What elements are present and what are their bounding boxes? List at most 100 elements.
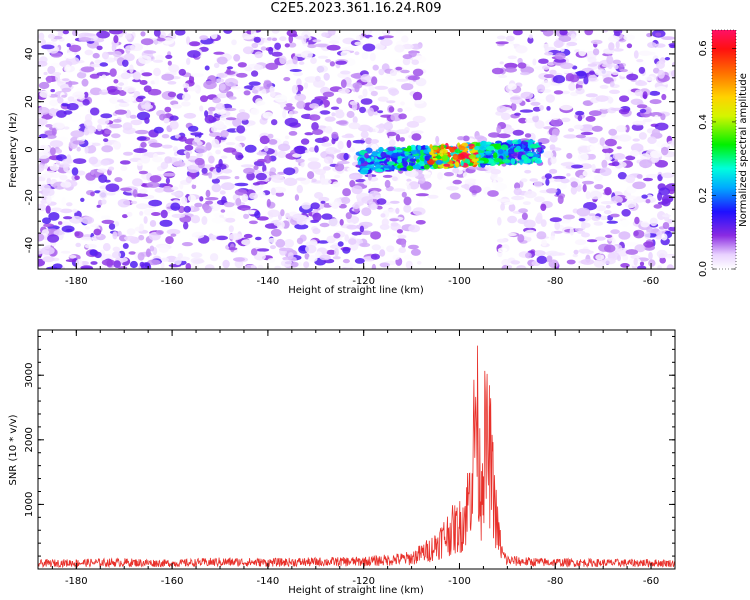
heatmap-cell xyxy=(40,246,55,255)
heatmap-cell xyxy=(138,188,148,194)
heatmap-cell xyxy=(475,154,480,158)
heatmap-cell xyxy=(524,30,531,36)
heatmap-cell xyxy=(569,227,574,236)
heatmap-cell xyxy=(401,83,414,91)
heatmap-cell xyxy=(524,133,532,138)
heatmap-cell xyxy=(526,113,539,117)
heatmap-cell xyxy=(362,43,376,52)
heatmap-cell xyxy=(257,264,264,269)
heatmap-cell xyxy=(504,67,517,73)
heatmap-cell xyxy=(637,265,647,269)
heatmap-cell xyxy=(307,161,321,170)
heatmap-cell xyxy=(138,234,145,241)
heatmap-cell xyxy=(401,239,406,248)
heatmap-cell xyxy=(109,30,123,35)
heatmap-cell xyxy=(216,56,228,65)
y-tick-label: 20 xyxy=(24,95,35,108)
heatmap-cell xyxy=(132,71,141,81)
heatmap-cell xyxy=(341,134,355,139)
heatmap-cell xyxy=(331,201,340,209)
heatmap-cell xyxy=(432,157,438,161)
heatmap-cell xyxy=(345,212,352,220)
heatmap-cell xyxy=(234,182,249,187)
heatmap-cell xyxy=(661,146,669,156)
heatmap-cell xyxy=(244,244,254,251)
spectrogram-ticks: -180 -160 -140 -120 -100 -80 -60 -40 -20 0 20 40 xyxy=(24,29,676,287)
heatmap-cell xyxy=(92,52,100,59)
heatmap-cell xyxy=(401,191,407,198)
heatmap-cell xyxy=(529,143,539,149)
heatmap-cell xyxy=(112,246,121,252)
heatmap-cell xyxy=(359,106,366,114)
heatmap-cell xyxy=(170,186,179,191)
heatmap-cell xyxy=(343,152,349,161)
colorbar-ticks: 0.0 0.2 0.4 0.6 xyxy=(698,40,736,277)
heatmap-cell xyxy=(562,214,575,220)
heatmap-cell xyxy=(287,99,299,103)
heatmap-cell xyxy=(59,208,73,214)
heatmap-cell xyxy=(283,177,298,186)
heatmap-cell xyxy=(267,209,280,218)
heatmap-cell xyxy=(656,249,668,259)
heatmap-cell xyxy=(527,139,534,144)
heatmap-cell xyxy=(391,176,398,182)
x-tick-label: -140 xyxy=(257,276,280,287)
heatmap-cell xyxy=(491,67,504,75)
heatmap-cell xyxy=(274,94,288,103)
heatmap-cell xyxy=(117,230,122,237)
heatmap-cell xyxy=(532,106,541,112)
heatmap-cell xyxy=(124,33,132,40)
heatmap-cell xyxy=(626,73,639,81)
heatmap-cell xyxy=(325,147,338,155)
heatmap-cell xyxy=(45,124,53,128)
heatmap-cell xyxy=(72,30,79,36)
heatmap-cell xyxy=(588,74,598,82)
heatmap-cell xyxy=(253,165,259,171)
heatmap-cell xyxy=(425,145,429,149)
heatmap-cell xyxy=(462,135,470,142)
heatmap-cell xyxy=(267,133,274,139)
heatmap-cell xyxy=(399,129,407,133)
heatmap-cell xyxy=(320,177,325,185)
heatmap-cell xyxy=(464,178,478,185)
heatmap-cell xyxy=(93,128,105,135)
heatmap-cell xyxy=(449,192,461,200)
heatmap-cell xyxy=(611,71,619,76)
heatmap-cell xyxy=(228,233,243,241)
heatmap-cell xyxy=(410,248,421,256)
heatmap-cell xyxy=(373,112,378,116)
heatmap-cell xyxy=(431,147,438,150)
heatmap-cell xyxy=(330,106,340,110)
heatmap-cell xyxy=(285,63,298,71)
heatmap-cell xyxy=(399,137,405,142)
heatmap-cell xyxy=(642,118,653,123)
heatmap-cell xyxy=(552,75,566,84)
heatmap-cell xyxy=(560,47,565,52)
heatmap-cell xyxy=(604,244,616,253)
heatmap-cell xyxy=(235,135,247,142)
heatmap-cell xyxy=(329,40,340,45)
heatmap-cell xyxy=(633,257,638,266)
heatmap-cell xyxy=(181,170,186,179)
heatmap-cell xyxy=(440,144,445,151)
heatmap-cell xyxy=(523,147,530,152)
heatmap-cell xyxy=(126,228,136,236)
heatmap-cell xyxy=(352,139,366,144)
heatmap-cell xyxy=(591,163,596,172)
heatmap-cell xyxy=(174,30,186,36)
heatmap-cell xyxy=(573,124,584,130)
heatmap-cell xyxy=(233,257,245,262)
spectrogram-heatmap xyxy=(38,30,675,269)
heatmap-cell xyxy=(557,182,568,190)
heatmap-cell xyxy=(668,226,675,232)
heatmap-cell xyxy=(179,182,184,190)
heatmap-cell xyxy=(402,57,411,66)
heatmap-cell xyxy=(582,169,592,178)
heatmap-cell xyxy=(625,174,636,184)
heatmap-cell xyxy=(662,222,670,230)
heatmap-cell xyxy=(93,228,102,236)
heatmap-cell xyxy=(653,67,660,74)
heatmap-cell xyxy=(346,45,358,51)
heatmap-cell xyxy=(340,196,351,205)
heatmap-cell xyxy=(256,151,267,156)
